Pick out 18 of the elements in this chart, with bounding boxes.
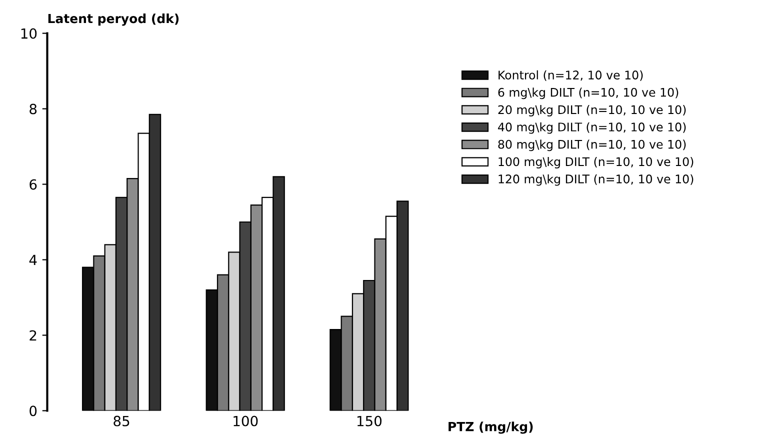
y-tick-label: 0 [30,406,37,416]
legend-label: 40 mg\kg DILT (n=10, 10 ve 10) [498,122,686,134]
legend-label: 20 mg\kg DILT (n=10, 10 ve 10) [498,105,686,116]
y-tick-label: 10 [21,28,37,39]
x-tick-label: 85 [114,416,130,426]
y-axis-title: Latent peryod (dk) [48,14,179,26]
x-tick-label: 150 [357,416,382,426]
y-tick-label: 2 [30,330,36,340]
legend-label: 6 mg\kg DILT (n=10, 10 ve 10) [498,88,678,100]
y-tick-label: 4 [29,254,37,266]
y-tick-label: 8 [30,104,37,114]
legend-label: 100 mg\kg DILT (n=10, 10 ve 10) [498,156,694,168]
x-tick-label: 100 [234,416,258,426]
legend-label: 80 mg\kg DILT (n=10, 10 ve 10) [498,140,686,152]
y-tick-label: 6 [30,179,37,190]
legend-label: Kontrol (n=12, 10 ve 10) [498,70,643,81]
legend-label: 120 mg\kg DILT (n=10, 10 ve 10) [498,174,694,186]
x-axis-title: PTZ (mg/kg) [448,422,533,434]
